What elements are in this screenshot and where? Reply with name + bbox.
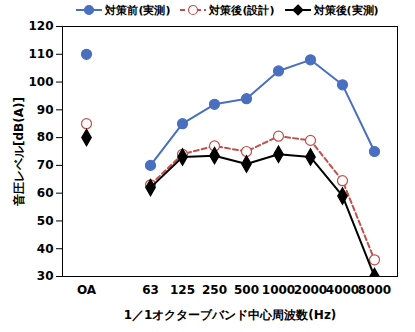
svg-text:1000: 1000: [262, 283, 295, 297]
svg-text:40: 40: [37, 242, 54, 256]
svg-text:100: 100: [28, 75, 53, 89]
svg-text:90: 90: [37, 103, 54, 117]
svg-text:70: 70: [37, 158, 54, 172]
html-text:対策前(実測): 対策前(実測): [105, 3, 171, 17]
svg-text:125: 125: [170, 283, 195, 297]
svg-text:250: 250: [202, 283, 227, 297]
svg-text:30: 30: [37, 269, 54, 283]
svg-text:50: 50: [37, 214, 54, 228]
svg-text:2000: 2000: [294, 283, 327, 297]
svg-text:110: 110: [28, 47, 53, 61]
html-text:対策後(実測): 対策後(実測): [313, 3, 379, 17]
html-text:対策後(設計): 対策後(設計): [209, 3, 275, 17]
svg-text:音圧レベル[dB(A)]: 音圧レベル[dB(A)]: [12, 97, 26, 207]
svg-text:1／1オクターブバンド中心周波数(Hz): 1／1オクターブバンド中心周波数(Hz): [124, 308, 337, 322]
svg-text:60: 60: [37, 186, 54, 200]
svg-text:80: 80: [37, 130, 54, 144]
svg-text:4000: 4000: [326, 283, 359, 297]
svg-text:8000: 8000: [358, 283, 391, 297]
svg-text:63: 63: [142, 283, 159, 297]
svg-text:500: 500: [234, 283, 259, 297]
svg-text:120: 120: [28, 20, 53, 33]
svg-text:OA: OA: [77, 283, 97, 297]
